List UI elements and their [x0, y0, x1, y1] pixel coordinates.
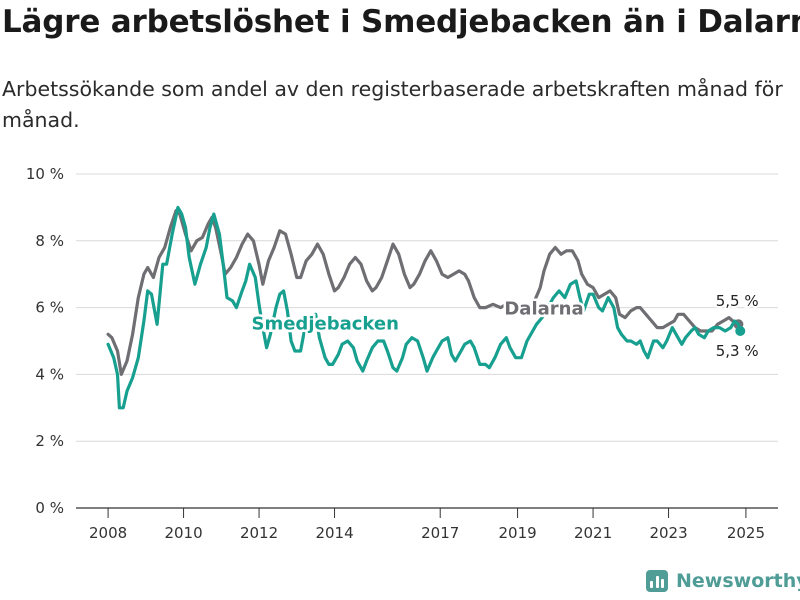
- x-tick-label: 2025: [727, 524, 765, 542]
- dalarna-end-value: 5,5 %: [716, 292, 759, 310]
- x-tick-label: 2014: [315, 524, 353, 542]
- x-tick-label: 2023: [649, 524, 687, 542]
- x-tick-label: 2008: [89, 524, 127, 542]
- brand-logo[interactable]: Newsworthy: [646, 570, 800, 592]
- smedjebacken-label: Smedjebacken: [252, 313, 399, 334]
- x-tick-label: 2017: [421, 524, 459, 542]
- y-tick-label: 8 %: [35, 232, 64, 250]
- smedjebacken-line: [106, 205, 742, 410]
- x-tick-label: 2019: [498, 524, 536, 542]
- x-tick-label: 2010: [164, 524, 202, 542]
- y-tick-label: 10 %: [26, 165, 64, 183]
- chart-subtitle: Arbetssökande som andel av den registerb…: [2, 77, 783, 132]
- grid: [76, 173, 778, 509]
- brand-name: Newsworthy: [676, 570, 800, 592]
- smedjebacken-end-point: [735, 325, 746, 336]
- y-axis: 0 % 2 % 4 % 6 % 8 % 10 %: [26, 165, 64, 517]
- chart-title: Lägre arbetslöshet i Smedjebacken än i D…: [2, 4, 800, 40]
- x-tick-label: 2012: [240, 524, 278, 542]
- y-tick-label: 6 %: [35, 299, 64, 317]
- smedjebacken-end-value: 5,3 %: [716, 342, 759, 360]
- bar-chart-logo-icon: [646, 570, 668, 592]
- y-tick-label: 4 %: [35, 365, 64, 383]
- series-lines: [106, 205, 746, 410]
- y-tick-label: 0 %: [35, 499, 64, 517]
- x-axis: 2008 2010 2012 2014 2017 2019 2021 2023 2025: [89, 508, 765, 542]
- dalarna-label: Dalarna: [504, 298, 583, 319]
- dalarna-line: [106, 209, 740, 376]
- x-tick-label: 2021: [574, 524, 612, 542]
- y-tick-label: 2 %: [35, 432, 64, 450]
- series-labels: Dalarna 5,5 % Smedjebacken 5,3 %: [249, 290, 761, 362]
